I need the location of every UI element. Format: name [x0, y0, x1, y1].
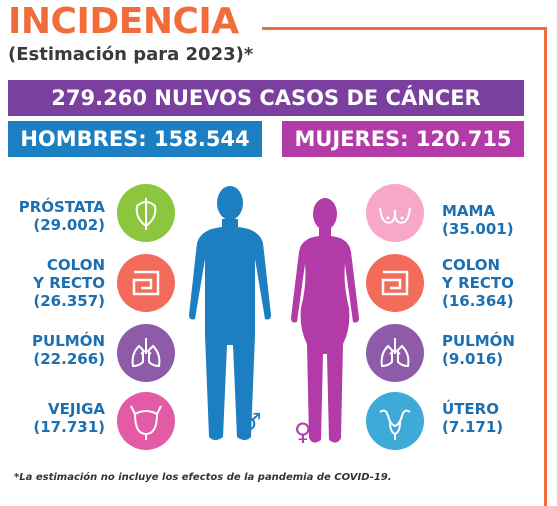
men-item-lung: PULMÓN (22.266)	[32, 332, 105, 368]
female-symbol-icon: ♀	[294, 418, 312, 446]
women-item-name: PULMÓN	[442, 332, 515, 350]
women-item-lung: PULMÓN (9.016)	[442, 332, 515, 368]
intestine-icon	[117, 254, 175, 312]
men-item-name: VEJIGA	[48, 400, 105, 418]
page-title: INCIDENCIA	[8, 1, 239, 42]
women-item-count: (35.001)	[442, 220, 514, 238]
women-item-count: (9.016)	[442, 350, 504, 368]
women-total-banner: MUJERES: 120.715	[282, 121, 524, 157]
men-item-count: (26.357)	[33, 292, 105, 310]
woman-silhouette	[291, 198, 359, 443]
man-silhouette	[189, 186, 271, 440]
footnote: *La estimación no incluye los efectos de…	[14, 472, 392, 483]
women-item-name: ÚTERO	[442, 400, 499, 418]
men-item-name: COLON Y RECTO	[33, 256, 105, 292]
men-item-name: PRÓSTATA	[18, 198, 105, 216]
women-item-breast: MAMA (35.001)	[442, 202, 514, 238]
page-subtitle: (Estimación para 2023)*	[8, 44, 254, 65]
men-item-count: (17.731)	[33, 418, 105, 436]
women-item-count: (7.171)	[442, 418, 504, 436]
intestine-icon	[366, 254, 424, 312]
lungs-icon	[117, 324, 175, 382]
men-item-prostate: PRÓSTATA (29.002)	[19, 198, 105, 234]
prostate-icon	[117, 184, 175, 242]
women-item-name: COLON Y RECTO	[442, 256, 514, 292]
male-symbol-icon: ♂	[240, 408, 262, 436]
women-item-name: MAMA	[442, 202, 496, 220]
uterus-icon	[366, 392, 424, 450]
men-item-bladder: VEJIGA (17.731)	[33, 400, 105, 436]
frame-right-line	[544, 27, 547, 506]
bladder-icon	[117, 392, 175, 450]
men-item-count: (29.002)	[33, 216, 105, 234]
men-item-count: (22.266)	[33, 350, 105, 368]
total-cases-banner: 279.260 NUEVOS CASOS DE CÁNCER	[8, 80, 524, 116]
breast-icon	[366, 184, 424, 242]
frame-top-line	[262, 27, 547, 30]
lungs-icon	[366, 324, 424, 382]
men-total-banner: HOMBRES: 158.544	[8, 121, 262, 157]
women-item-colon: COLON Y RECTO (16.364)	[442, 256, 514, 310]
men-item-colon: COLON Y RECTO (26.357)	[33, 256, 105, 310]
men-item-name: PULMÓN	[32, 332, 105, 350]
women-item-count: (16.364)	[442, 292, 514, 310]
women-item-uterus: ÚTERO (7.171)	[442, 400, 503, 436]
